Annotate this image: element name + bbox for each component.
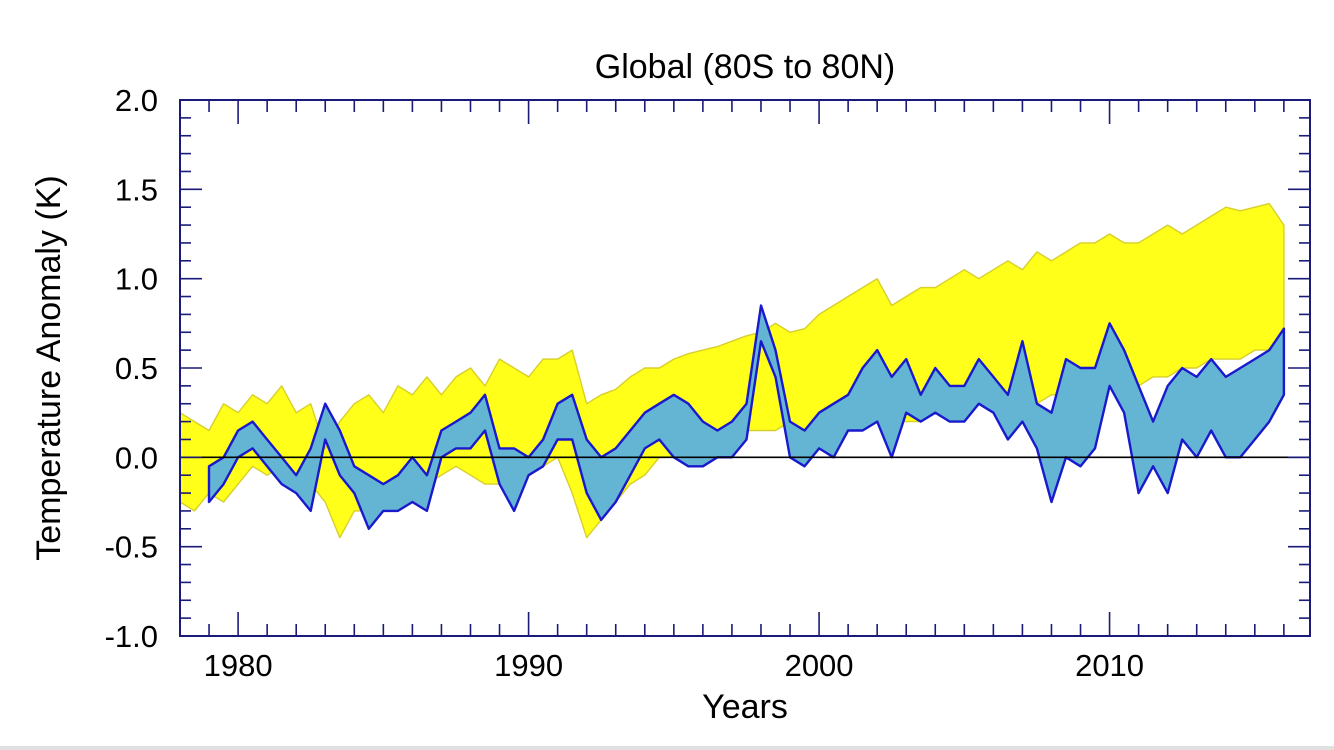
x-tick-label: 2000 — [785, 648, 854, 683]
y-tick-label: 0.5 — [115, 351, 158, 386]
y-tick-label: 0.0 — [115, 440, 158, 475]
y-tick-label: 2.0 — [115, 83, 158, 118]
x-tick-label: 1980 — [204, 648, 273, 683]
y-tick-label: -1.0 — [105, 619, 158, 654]
x-tick-labels: 1980 1990 2000 2010 — [204, 648, 1144, 683]
y-tick-labels: -1.0 -0.5 0.0 0.5 1.0 1.5 2.0 — [105, 83, 158, 654]
plot-frame — [179, 99, 1311, 637]
chart-title: Global (80S to 80N) — [595, 48, 896, 86]
x-axis-label: Years — [702, 688, 788, 726]
y-tick-label: 1.0 — [115, 262, 158, 297]
y-tick-label: 1.5 — [115, 172, 158, 207]
series-band-observations — [207, 304, 1286, 530]
plot-area — [179, 202, 1286, 539]
x-tick-label: 2010 — [1075, 648, 1144, 683]
y-axis-label: Temperature Anomaly (K) — [30, 175, 68, 561]
x-tick-label: 1990 — [494, 648, 563, 683]
bottom-divider — [0, 746, 1334, 750]
y-tick-label: -0.5 — [105, 530, 158, 565]
